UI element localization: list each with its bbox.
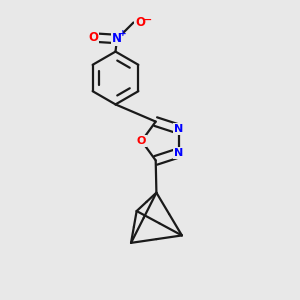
Text: N: N	[112, 32, 122, 46]
Text: +: +	[119, 28, 127, 38]
Text: N: N	[174, 124, 183, 134]
Text: O: O	[88, 31, 98, 44]
Text: N: N	[174, 148, 183, 158]
Text: O: O	[135, 16, 145, 29]
Text: −: −	[143, 14, 153, 25]
Text: O: O	[137, 136, 146, 146]
